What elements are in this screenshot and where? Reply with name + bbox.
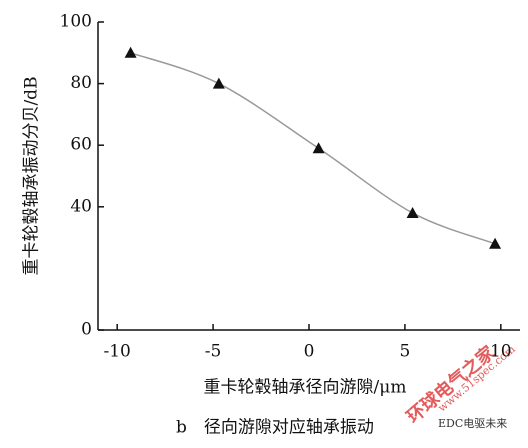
x-axis-label: 重卡轮毂轴承径向游隙/μm bbox=[204, 378, 407, 398]
y-tick-label: 80 bbox=[70, 73, 92, 93]
x-tick-label: 0 bbox=[304, 342, 315, 362]
watermark: 环球电气之家 bbox=[402, 341, 500, 428]
fit-curve bbox=[130, 52, 496, 245]
x-tick-label: -10 bbox=[103, 342, 130, 362]
marker bbox=[212, 77, 225, 89]
y-tick-label: 40 bbox=[70, 196, 92, 216]
x-tick-label: 5 bbox=[399, 342, 410, 362]
y-tick-label: 0 bbox=[81, 320, 92, 340]
y-tick-label: 100 bbox=[60, 12, 92, 32]
marker bbox=[489, 237, 502, 249]
marker bbox=[312, 142, 325, 154]
x-tick-label: -5 bbox=[205, 342, 222, 362]
y-tick-label: 60 bbox=[70, 135, 92, 155]
marker bbox=[406, 206, 419, 218]
watermark: EDC电驱未来 bbox=[438, 417, 507, 430]
chart-title: b 径向游隙对应轴承振动 bbox=[176, 418, 374, 438]
marker bbox=[124, 46, 137, 58]
y-axis-label: 重卡轮毂轴承振动分贝/dB bbox=[22, 76, 42, 275]
x-tick-label: 10 bbox=[490, 342, 512, 362]
